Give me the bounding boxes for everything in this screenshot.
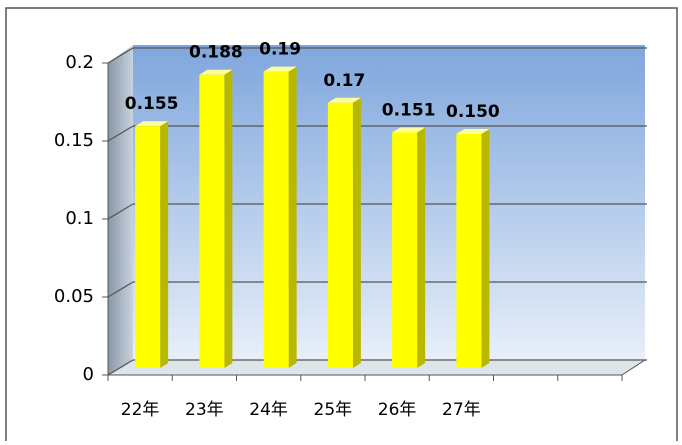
bar (263, 66, 297, 368)
y-tick-label: 0.2 (65, 52, 94, 73)
data-label: 0.151 (382, 100, 436, 120)
bar-top (327, 97, 361, 103)
bar (199, 69, 233, 368)
grid-line-side (107, 47, 134, 64)
back-wall (133, 45, 645, 360)
grid-line-side (107, 359, 134, 376)
data-label: 0.150 (446, 102, 500, 122)
bar-top (199, 69, 233, 75)
bar-top (456, 129, 490, 134)
grid-line-side (107, 281, 134, 298)
bar-side (224, 69, 233, 368)
bar-side (417, 127, 426, 368)
bar (135, 121, 169, 368)
y-tick-label: 0 (83, 364, 94, 385)
bar (327, 97, 361, 369)
x-tick-label: 25年 (314, 400, 353, 420)
y-tick-label: 0.05 (54, 286, 94, 307)
x-tick-label: 23年 (185, 400, 224, 420)
x-tick-label: 26年 (378, 400, 417, 420)
data-label: 0.17 (323, 71, 365, 91)
bar-top (135, 121, 169, 127)
bar-side (481, 129, 490, 368)
data-label: 0.19 (259, 40, 301, 60)
chart-frame (5, 7, 678, 445)
bar-front (135, 126, 161, 368)
x-tick-label: 22年 (121, 400, 160, 420)
bar-front (263, 71, 289, 368)
x-tick-label: 24年 (249, 400, 288, 420)
y-tick-label: 0.15 (54, 130, 94, 151)
y-tick-label: 0.1 (65, 208, 94, 229)
bar-side (352, 97, 361, 369)
data-label: 0.188 (189, 43, 243, 63)
floor (108, 360, 645, 375)
bar-top (392, 127, 426, 133)
x-axis-depth (621, 359, 646, 376)
grid-line-side (107, 125, 134, 142)
bars (135, 66, 490, 369)
bar-front (327, 102, 353, 369)
bar (392, 127, 426, 368)
bar-top (263, 66, 297, 72)
side-wall (108, 45, 133, 375)
grid-line-side (107, 203, 134, 220)
data-label: 0.155 (125, 94, 179, 114)
bar (456, 129, 490, 368)
bar-front (392, 132, 418, 368)
bar-front (456, 134, 482, 368)
bar-side (160, 121, 169, 368)
bar-front (199, 74, 225, 368)
bar-side (288, 66, 297, 368)
x-tick-label: 27年 (442, 400, 481, 420)
